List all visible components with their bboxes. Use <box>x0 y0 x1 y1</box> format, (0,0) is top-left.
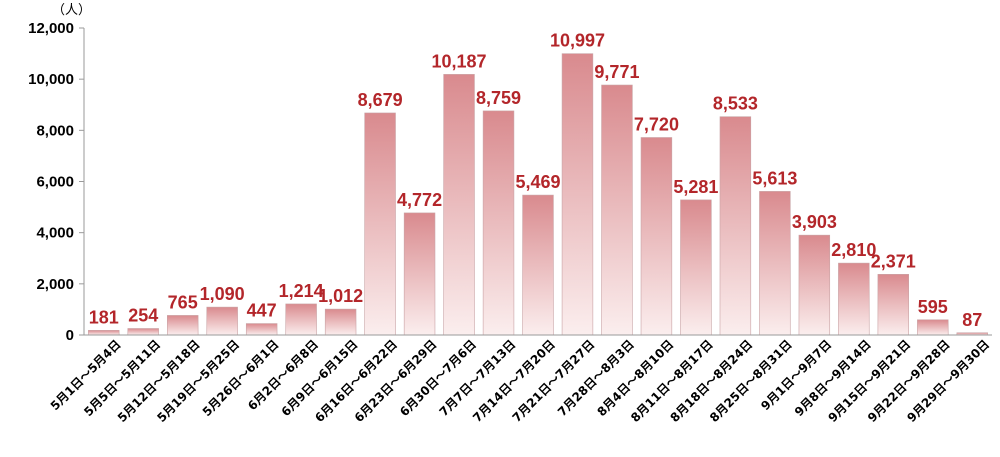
data-label: 181 <box>89 307 119 327</box>
bar <box>206 306 238 336</box>
data-label: 2,371 <box>871 251 916 271</box>
data-label: 3,903 <box>792 212 837 232</box>
bar <box>601 84 633 336</box>
y-tick-label: 4,000 <box>36 225 74 242</box>
x-tick-label: 6月2日～6月8日 <box>245 337 321 413</box>
bar <box>719 116 752 336</box>
data-label: 9,771 <box>594 62 639 82</box>
data-label: 4,772 <box>397 190 442 210</box>
bar <box>166 315 199 336</box>
x-axis-labels: 5月1日～5月4日5月5日～5月11日5月12日～5月18日5月19日～5月25… <box>48 337 992 425</box>
bar <box>482 110 515 336</box>
y-tick-label: 8,000 <box>36 122 74 139</box>
data-label: 447 <box>247 301 277 321</box>
bar <box>245 323 278 336</box>
data-label: 8,533 <box>713 94 758 114</box>
bar <box>561 53 594 336</box>
data-label: 5,281 <box>673 177 718 197</box>
bar <box>640 137 673 336</box>
data-label: 2,810 <box>831 240 876 260</box>
data-label: 5,469 <box>515 172 560 192</box>
data-label: 5,613 <box>752 168 797 188</box>
bar <box>522 194 554 336</box>
y-tick-label: 6,000 <box>36 174 74 191</box>
bar <box>680 199 712 336</box>
data-label: 8,679 <box>358 90 403 110</box>
data-label: 10,997 <box>550 31 605 51</box>
data-label: 7,720 <box>634 114 679 134</box>
bar <box>798 234 831 336</box>
data-label: 1,090 <box>200 284 245 304</box>
data-label: 8,759 <box>476 88 521 108</box>
y-tick-label: 2,000 <box>36 276 74 293</box>
data-label: 765 <box>168 292 198 312</box>
x-tick-label: 9月1日～9月7日 <box>758 337 834 413</box>
data-label: 10,187 <box>432 51 487 71</box>
bar <box>403 212 436 336</box>
data-label: 595 <box>918 297 948 317</box>
bar <box>877 274 910 336</box>
bars <box>88 53 988 336</box>
x-tick-label: 5月1日～5月4日 <box>48 337 124 413</box>
data-label: 87 <box>962 310 982 330</box>
bar <box>324 308 357 336</box>
bar <box>285 303 317 336</box>
y-axis: 0 2,000 4,000 6,000 8,000 10,000 12,000 <box>28 20 84 344</box>
bar <box>838 262 870 336</box>
y-tick-label: 12,000 <box>28 20 74 37</box>
bar <box>443 74 475 336</box>
bar <box>364 112 396 336</box>
bar <box>759 191 791 336</box>
bar <box>88 330 120 336</box>
y-tick-label: 0 <box>66 327 74 344</box>
y-tick-label: 10,000 <box>28 71 74 88</box>
bar <box>127 328 159 336</box>
bar <box>917 319 949 336</box>
data-label: 1,214 <box>279 281 324 301</box>
data-label: 1,012 <box>318 286 363 306</box>
y-axis-unit-label: （人） <box>52 3 91 18</box>
data-label: 254 <box>128 306 158 326</box>
